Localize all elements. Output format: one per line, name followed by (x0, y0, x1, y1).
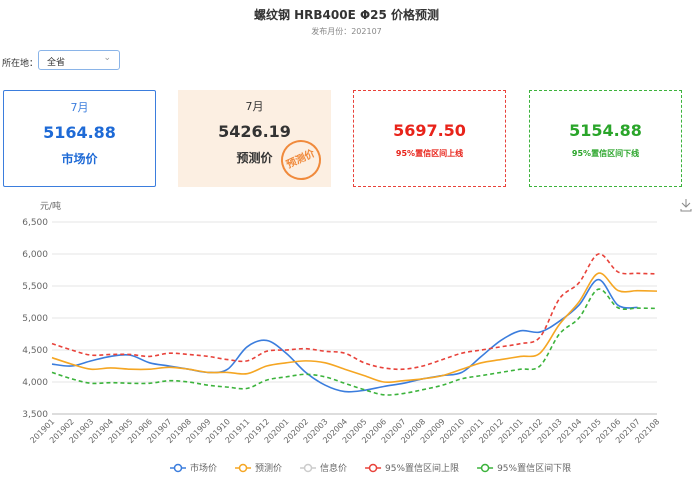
legend-item[interactable]: 市场价 (170, 462, 217, 474)
legend-label: 95%置信区间上限 (385, 462, 459, 474)
upper-card: 5697.50 95%置信区间上线 (353, 90, 506, 187)
y-tick-label: 6,500 (22, 218, 48, 228)
y-tick-label: 6,000 (22, 250, 48, 260)
legend-label: 95%置信区间下限 (497, 462, 571, 474)
card-value: 5164.88 (43, 123, 116, 142)
subtitle: 发布月份：202107 (311, 27, 382, 36)
legend-item[interactable]: 95%置信区间下限 (477, 462, 571, 474)
y-tick-label: 3,500 (22, 410, 48, 420)
card-label: 市场价 (61, 152, 98, 166)
series-line (51, 253, 658, 371)
y-tick-label: 4,000 (22, 378, 48, 388)
card-label: 95%置信区间上线 (395, 149, 464, 158)
legend-symbol (480, 463, 490, 473)
download-icon[interactable] (680, 199, 692, 212)
market-card: 7月 5164.88 市场价 (3, 90, 156, 187)
card-value: 5426.19 (218, 122, 291, 141)
series-line (51, 278, 638, 393)
card-label: 95%置信区间下线 (571, 149, 640, 158)
series-line (51, 272, 658, 384)
filter-label: 所在地： (2, 59, 39, 69)
region-select[interactable]: 全省 ⌄ (38, 50, 120, 70)
forecast-card: 7月 5426.19 预测价 预测价 (178, 90, 331, 187)
legend-item[interactable]: 预测价 (235, 463, 282, 474)
legend-item[interactable]: 95%置信区间上限 (365, 462, 459, 474)
y-tick-label: 5,500 (22, 282, 48, 292)
legend-symbol (368, 463, 378, 473)
select-value: 全省 (47, 58, 66, 68)
legend-item[interactable]: 信息价 (300, 462, 347, 474)
legend-label: 市场价 (190, 462, 217, 474)
card-month: 7月 (245, 100, 264, 113)
legend-symbol (173, 463, 183, 473)
legend-label: 预测价 (255, 463, 282, 474)
y-tick-label: 5,000 (22, 314, 48, 324)
card-label: 预测价 (236, 151, 273, 165)
legend-symbol (238, 463, 248, 473)
card-value: 5154.88 (569, 121, 642, 140)
y-unit: 元/吨 (40, 200, 61, 212)
series-line (51, 288, 658, 396)
title: 螺纹钢 HRB400E Φ25 价格预测 (253, 8, 440, 22)
card-month: 7月 (70, 101, 89, 114)
y-tick-label: 4,500 (22, 346, 48, 356)
legend-label: 信息价 (320, 462, 347, 474)
legend-symbol (303, 463, 313, 473)
lower-card: 5154.88 95%置信区间下线 (529, 90, 682, 187)
card-value: 5697.50 (393, 121, 466, 140)
